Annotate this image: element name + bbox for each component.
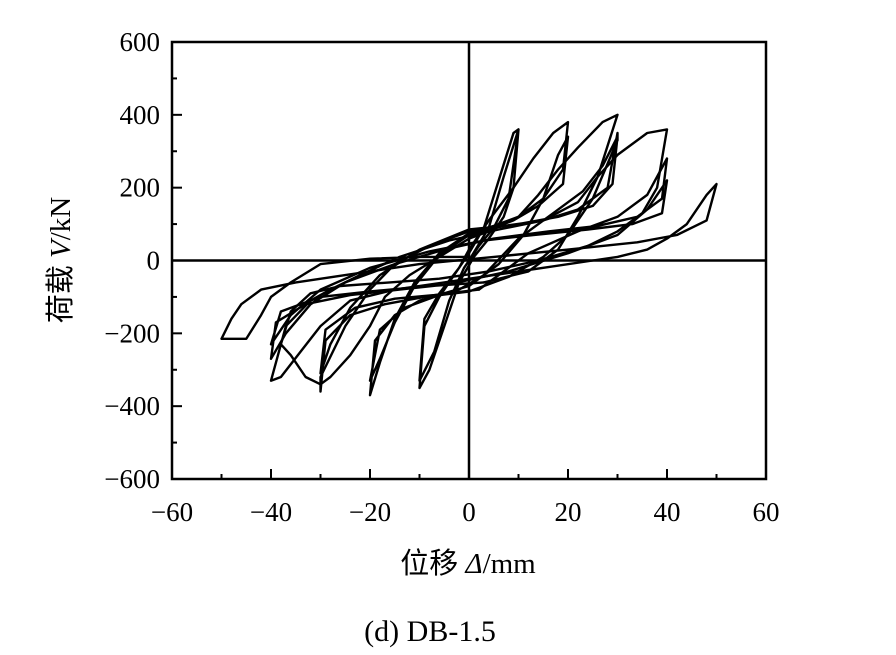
y-tick-label: −600 bbox=[104, 464, 160, 494]
x-axis-title-unit: /mm bbox=[483, 548, 537, 580]
x-axis-title-main: 位移 bbox=[400, 547, 465, 580]
y-tick-label: 200 bbox=[120, 173, 161, 203]
y-tick-label: 600 bbox=[120, 27, 161, 57]
y-axis-ticks: −600 −400 −200 0 200 400 600 bbox=[104, 27, 182, 494]
y-tick-label: −200 bbox=[104, 318, 160, 348]
hysteresis-series-5 bbox=[220, 113, 718, 386]
y-axis-title-main: 荷载 bbox=[44, 258, 77, 323]
x-axis-title: 位移 Δ/mm bbox=[400, 547, 536, 580]
x-tick-label: 40 bbox=[654, 497, 681, 527]
y-axis-title-symbol: V bbox=[45, 237, 77, 258]
x-axis-title-symbol: Δ bbox=[465, 548, 483, 580]
y-tick-label: 400 bbox=[120, 100, 161, 130]
chart-subtitle: (d) DB-1.5 bbox=[364, 615, 496, 648]
y-tick-label: 0 bbox=[147, 246, 161, 276]
x-tick-label: 60 bbox=[753, 497, 780, 527]
y-axis-title: 荷载 V/kN bbox=[44, 197, 77, 324]
x-tick-label: 20 bbox=[555, 497, 582, 527]
y-tick-label: −400 bbox=[104, 391, 160, 421]
y-axis-title-unit: /kN bbox=[45, 197, 77, 241]
x-axis-ticks: −60 −40 −20 0 20 40 60 bbox=[151, 469, 780, 527]
x-tick-label: −20 bbox=[349, 497, 391, 527]
x-tick-label: 0 bbox=[462, 497, 476, 527]
x-tick-label: −40 bbox=[250, 497, 292, 527]
x-tick-label: −60 bbox=[151, 497, 193, 527]
